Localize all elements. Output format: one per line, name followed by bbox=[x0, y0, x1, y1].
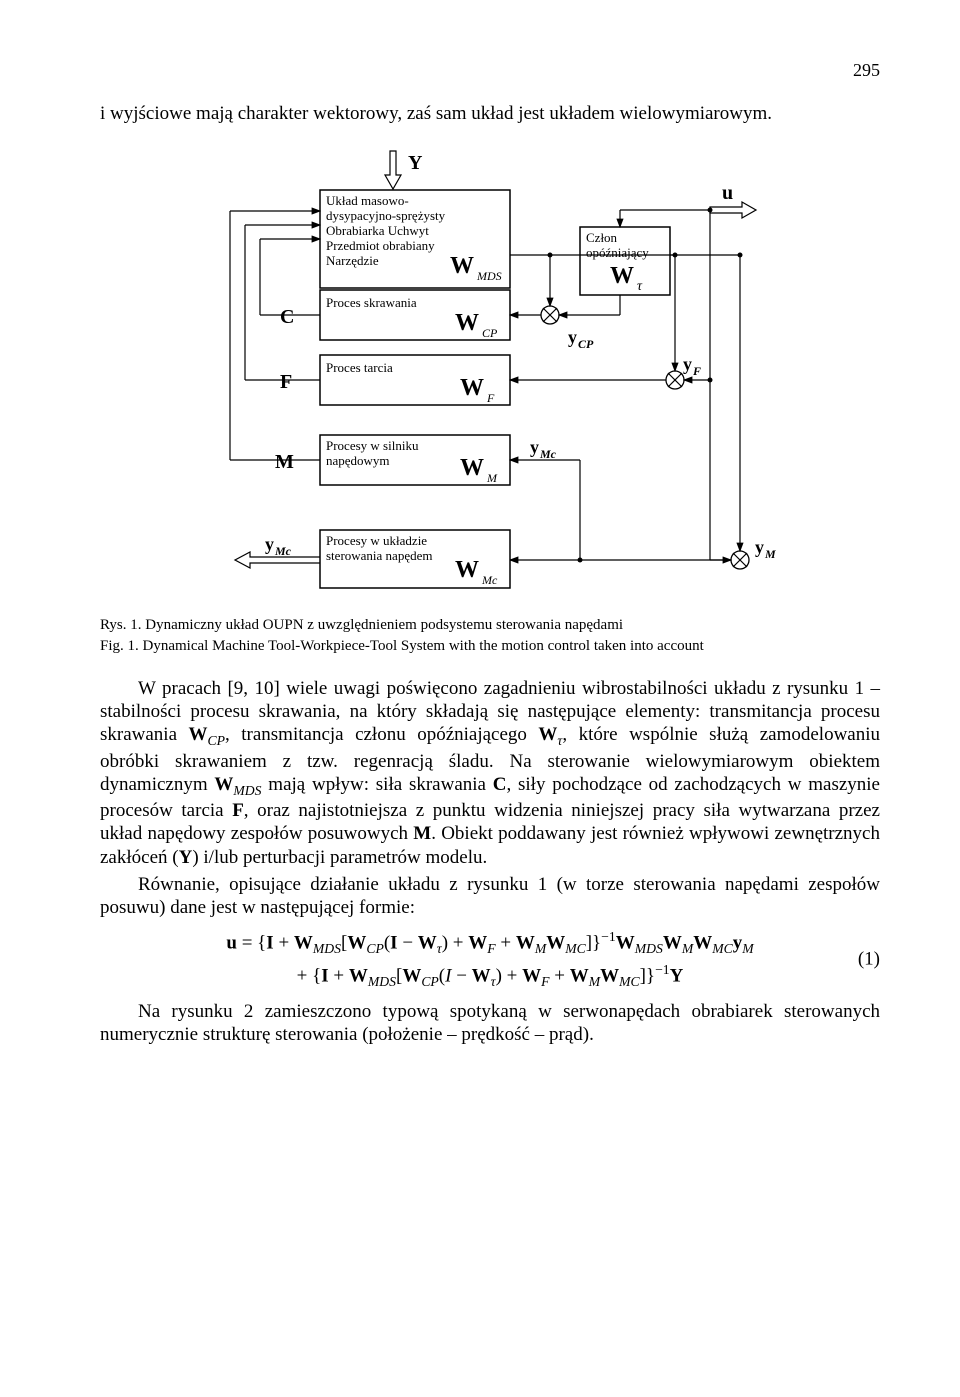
signal-C: C bbox=[260, 239, 320, 328]
box-f: Proces tarcia W F bbox=[320, 355, 510, 405]
svg-text:W: W bbox=[610, 263, 634, 289]
svg-text:MDS: MDS bbox=[476, 269, 502, 283]
svg-text:W: W bbox=[455, 310, 479, 336]
label-yCP: yCP bbox=[568, 327, 594, 351]
svg-text:sterowania napędem: sterowania napędem bbox=[326, 548, 432, 563]
svg-text:CP: CP bbox=[482, 326, 498, 340]
block-diagram: Y u Układ masowo- dysypacyjno-sprężysty … bbox=[180, 145, 800, 605]
caption-rys: Rys. 1. Dynamiczny układ OUPN z uwzględn… bbox=[100, 615, 880, 636]
svg-text:opóźniający: opóźniający bbox=[586, 245, 649, 260]
signal-M: M bbox=[230, 211, 320, 473]
sum-node-cp bbox=[541, 306, 559, 324]
box-m: Procesy w silniku napędowym W M bbox=[320, 435, 510, 485]
svg-text:F: F bbox=[486, 391, 495, 405]
svg-text:Procesy w silniku: Procesy w silniku bbox=[326, 438, 419, 453]
svg-text:Mc: Mc bbox=[481, 573, 498, 587]
equation-1: u = {I + WMDS[WCP(I − Wτ) + WF + WMWMC]}… bbox=[100, 929, 880, 990]
svg-text:F: F bbox=[280, 371, 292, 393]
equation-number: (1) bbox=[858, 948, 880, 971]
intro-paragraph: i wyjściowe mają charakter wektorowy, za… bbox=[100, 102, 880, 125]
svg-text:Procesy w układzie: Procesy w układzie bbox=[326, 533, 427, 548]
box-cp: Proces skrawania W CP bbox=[320, 290, 510, 340]
svg-text:W: W bbox=[455, 557, 479, 583]
svg-text:C: C bbox=[280, 306, 294, 328]
svg-text:Proces skrawania: Proces skrawania bbox=[326, 295, 417, 310]
svg-text:M: M bbox=[486, 471, 498, 485]
svg-text:Y: Y bbox=[408, 152, 423, 174]
svg-text:Proces tarcia: Proces tarcia bbox=[326, 360, 393, 375]
box-mds: Układ masowo- dysypacyjno-sprężysty Obra… bbox=[320, 190, 510, 288]
label-yMc-top: yMc bbox=[530, 437, 557, 461]
svg-text:W: W bbox=[450, 253, 474, 279]
svg-text:dysypacyjno-sprężysty: dysypacyjno-sprężysty bbox=[326, 208, 446, 223]
signal-yMc-out: yMc bbox=[235, 534, 320, 568]
closing-paragraph: Na rysunku 2 zamieszczono typową spotyka… bbox=[100, 1000, 880, 1046]
body-paragraph-2: Równanie, opisujące działanie układu z r… bbox=[100, 873, 880, 919]
svg-text:W: W bbox=[460, 455, 484, 481]
box-mc: Procesy w układzie sterowania napędem W … bbox=[320, 530, 510, 588]
svg-text:M: M bbox=[275, 451, 294, 473]
svg-text:Układ masowo-: Układ masowo- bbox=[326, 193, 409, 208]
sum-node-ym bbox=[731, 551, 749, 569]
label-yM: yM bbox=[755, 537, 776, 561]
svg-text:Obrabiarka Uchwyt: Obrabiarka Uchwyt bbox=[326, 223, 429, 238]
svg-text:u: u bbox=[722, 182, 733, 204]
svg-text:W: W bbox=[460, 375, 484, 401]
figure-caption: Rys. 1. Dynamiczny układ OUPN z uwzględn… bbox=[100, 615, 880, 657]
signal-u: u bbox=[710, 182, 756, 218]
body-paragraph-1: W pracach [9, 10] wiele uwagi poświęcono… bbox=[100, 677, 880, 869]
caption-fig: Fig. 1. Dynamical Machine Tool-Workpiece… bbox=[100, 636, 880, 657]
page-number: 295 bbox=[100, 60, 880, 82]
svg-text:Człon: Człon bbox=[586, 230, 618, 245]
svg-text:yMc: yMc bbox=[265, 534, 292, 558]
svg-text:Przedmiot obrabiany: Przedmiot obrabiany bbox=[326, 238, 435, 253]
sum-node-f bbox=[666, 371, 684, 389]
box-delay: Człon opóźniający W τ bbox=[580, 227, 670, 295]
svg-text:Narzędzie: Narzędzie bbox=[326, 253, 379, 268]
label-yF: yF bbox=[683, 354, 701, 378]
svg-text:napędowym: napędowym bbox=[326, 453, 390, 468]
signal-Y: Y bbox=[385, 151, 423, 189]
